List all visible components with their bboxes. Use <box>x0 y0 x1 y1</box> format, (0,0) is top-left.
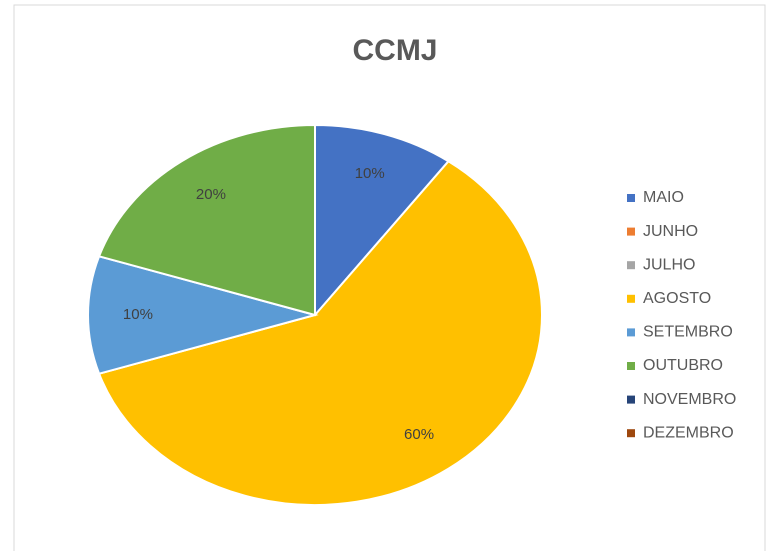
legend-label: JUNHO <box>643 223 698 240</box>
legend-label: OUTUBRO <box>643 357 723 374</box>
legend-swatch <box>627 294 635 303</box>
pie-slice <box>97 123 316 317</box>
legend-label: MAIO <box>643 189 684 206</box>
legend-swatch <box>627 395 635 404</box>
legend-swatch <box>627 194 635 202</box>
legend-swatch <box>627 429 635 438</box>
legend-label: JULHO <box>643 256 695 273</box>
legend-swatch <box>627 362 635 370</box>
data-label: 60% <box>404 426 434 443</box>
data-label: 20% <box>196 186 226 203</box>
legend-swatch <box>627 227 635 236</box>
pie-slice <box>314 123 450 318</box>
chart-title: CCMJ <box>352 34 437 67</box>
legend-label: DEZEMBRO <box>643 424 734 441</box>
legend-swatch <box>627 261 635 270</box>
data-label: 10% <box>355 165 385 182</box>
pie-slice <box>97 159 543 507</box>
legend-swatch <box>627 328 635 337</box>
pie-slice <box>87 255 319 375</box>
data-label: 10% <box>123 306 153 323</box>
legend-label: SETEMBRO <box>643 324 733 341</box>
legend-label: AGOSTO <box>643 290 711 307</box>
legend-label: NOVEMBRO <box>643 391 736 408</box>
